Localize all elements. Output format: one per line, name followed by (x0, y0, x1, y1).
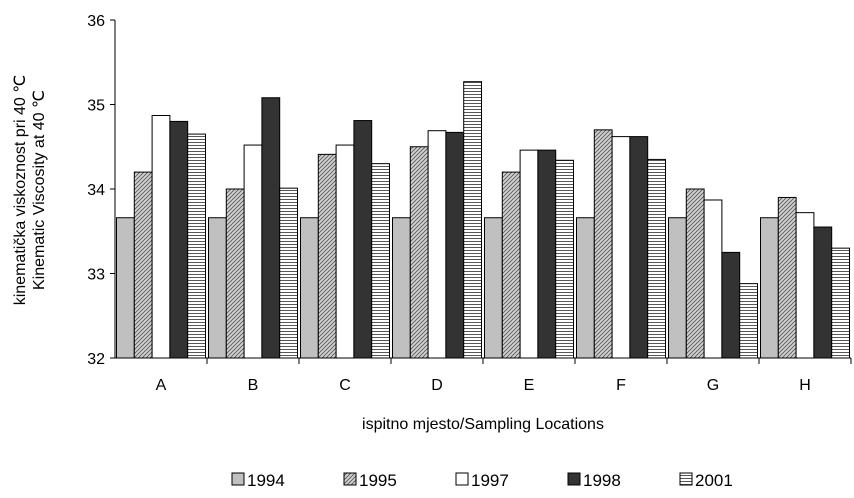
bar-E-2001 (555, 159, 575, 359)
bar-F-1994 (576, 217, 595, 359)
bar-C-1995 (317, 153, 337, 359)
bar-D-1998 (445, 131, 465, 359)
bar-H-1995 (777, 196, 797, 359)
bar-F-1997 (611, 136, 631, 359)
bar-F-1995 (593, 129, 613, 359)
x-tick-label: H (799, 377, 811, 394)
bar-A-1997 (151, 114, 171, 359)
legend-label-2001: 2001 (695, 471, 733, 490)
x-axis: A B C D E F G H (115, 357, 852, 394)
bar-A-2001 (187, 133, 206, 359)
bar-B-1994 (208, 217, 227, 359)
bar-A-1998 (169, 120, 189, 359)
bar-B-1995 (225, 188, 245, 359)
bar-G-1997 (703, 199, 723, 359)
legend-swatch-1994 (231, 472, 245, 486)
y-axis-title-line2: Kinematic Viscosity at 40 ℃ (31, 90, 48, 290)
bar-B-1997 (243, 144, 263, 359)
bar-G-1995 (685, 188, 705, 359)
y-axis-title-line1: kinematička viskoznost pri 40 ℃ (12, 75, 29, 306)
legend-swatch-1997 (455, 472, 469, 486)
y-tick-label: 33 (87, 267, 105, 284)
bar-E-1998 (537, 149, 557, 359)
bar-H-2001 (831, 247, 851, 359)
bar-G-1998 (721, 251, 741, 359)
y-tick-label: 34 (87, 182, 105, 199)
bar-H-1998 (813, 226, 833, 359)
y-axis-title: kinematička viskoznost pri 40 ℃ Kinemati… (12, 75, 48, 306)
bar-F-1998 (629, 136, 649, 359)
bar-G-2001 (739, 283, 759, 359)
legend-label-1998: 1998 (583, 471, 621, 490)
bar-F-2001 (647, 158, 667, 359)
bar-E-1995 (501, 171, 521, 359)
bar-H-1994 (760, 217, 779, 359)
y-tick-label: 36 (87, 13, 105, 30)
x-tick-label: G (707, 377, 719, 394)
x-tick-label: B (248, 377, 259, 394)
bar-G-1994 (668, 217, 687, 359)
legend-label-1994: 1994 (247, 471, 285, 490)
bar-C-2001 (371, 163, 391, 359)
bar-H-1997 (795, 212, 815, 359)
bar-D-1997 (427, 130, 447, 359)
y-tick-label: 32 (87, 351, 105, 368)
bar-B-1998 (261, 97, 281, 359)
bar-C-1998 (353, 120, 373, 359)
bar-D-2001 (463, 81, 483, 359)
legend-swatch-1995 (343, 472, 357, 486)
x-tick-label: D (431, 377, 443, 394)
x-tick-label: F (616, 377, 626, 394)
y-tick-label: 35 (87, 98, 105, 115)
bar-A-1995 (133, 171, 153, 359)
x-tick-label: A (156, 377, 167, 394)
legend-label-1995: 1995 (359, 471, 397, 490)
legend-label-1997: 1997 (471, 471, 509, 490)
x-axis-title: ispitno mjesto/Sampling Locations (362, 416, 604, 433)
bar-C-1994 (300, 217, 319, 359)
bar-E-1994 (484, 217, 503, 359)
bar-E-1997 (519, 149, 539, 359)
legend-swatch-2001 (679, 472, 693, 486)
bar-D-1995 (409, 146, 429, 359)
bar-D-1994 (392, 217, 411, 359)
bar-B-2001 (279, 187, 299, 359)
legend: 1994 1995 1997 1998 2001 (231, 471, 733, 490)
legend-swatch-1998 (567, 472, 581, 486)
x-tick-label: C (339, 377, 351, 394)
y-axis: 32 33 34 35 36 (87, 13, 116, 368)
bar-C-1997 (335, 144, 355, 359)
bar-A-1994 (116, 217, 135, 359)
plot-area (116, 81, 851, 359)
x-tick-label: E (524, 377, 535, 394)
